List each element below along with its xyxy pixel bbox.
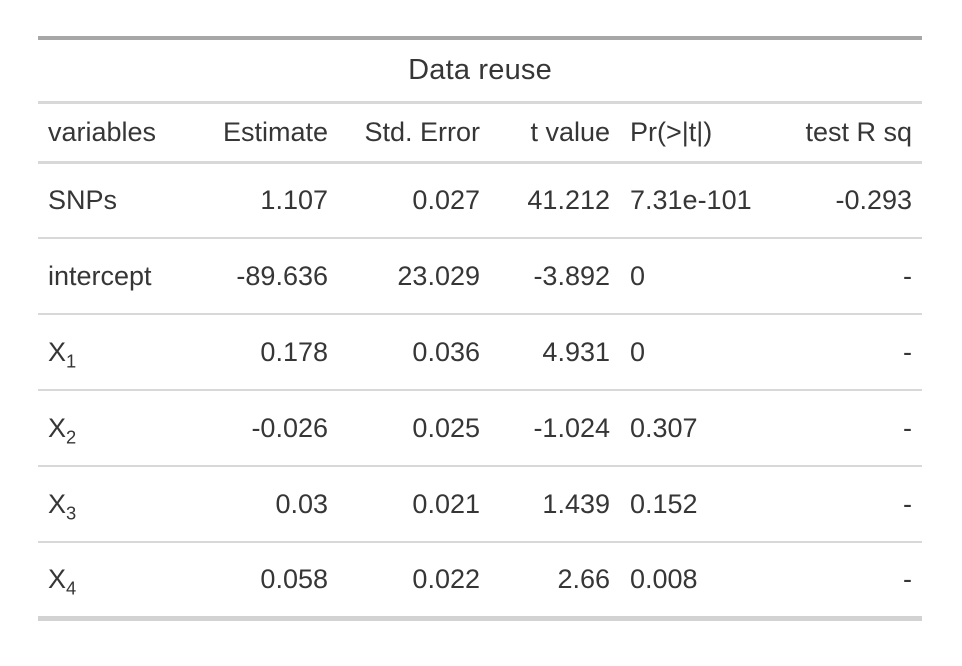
cell-test_r_sq: - — [782, 237, 923, 314]
variable-label: intercept — [48, 260, 152, 291]
cell-pr: 7.31e-101 — [630, 184, 752, 215]
regression-table-container: Data reuse variables Estimate Std. Error t … — [38, 36, 923, 621]
column-header-variables: variables — [38, 102, 198, 164]
cell-estimate: 0.178 — [198, 313, 338, 390]
table-body: SNPs 1.107 0.027 41.212 7.31e-101 -0.293 inter… — [38, 162, 923, 618]
cell-pr: 0 — [620, 237, 782, 314]
cell-test_r_sq: - — [782, 313, 923, 390]
cell-std_error: 0.036 — [338, 313, 490, 390]
column-header-estimate: Estimate — [198, 102, 338, 164]
variable-subscript: 1 — [66, 349, 77, 371]
cell-t_value: -3.892 — [490, 237, 620, 314]
column-header-std_error: Std. Error — [338, 102, 490, 164]
cell-variables: SNPs — [38, 162, 198, 238]
table-row: X1 0.178 0.036 4.931 0- — [38, 313, 923, 390]
column-header-t_value: t value — [490, 102, 620, 164]
variable-label: X — [48, 412, 67, 443]
cell-estimate: -89.636 — [198, 237, 338, 314]
cell-pr: 0 — [620, 313, 782, 390]
cell-t_value: 1.439 — [490, 465, 620, 542]
variable-label: X — [48, 563, 67, 594]
cell-variables: X3 — [38, 465, 198, 542]
variable-subscript: 2 — [66, 425, 77, 447]
cell-test_r_sq: - — [782, 389, 923, 466]
cell-estimate: 0.03 — [198, 465, 338, 542]
cell-variables: X1 — [38, 313, 198, 390]
cell-std_error: 23.029 — [338, 237, 490, 314]
cell-std_error: 0.022 — [338, 541, 490, 618]
cell-t_value: -1.024 — [490, 389, 620, 466]
table-row: SNPs 1.107 0.027 41.212 7.31e-101 -0.293 — [38, 162, 922, 238]
table-row: X2 -0.026 0.025 -1.024 0.307- — [38, 389, 923, 466]
cell-t_value: 2.66 — [490, 541, 620, 618]
variable-label: SNPs — [48, 184, 118, 215]
cell-estimate: 1.107 — [260, 184, 328, 215]
column-header-test_r_sq: test R sq — [782, 102, 923, 164]
cell-std_error: 0.025 — [338, 389, 490, 466]
cell-std_error: 0.021 — [338, 465, 490, 542]
cell-variables: X2 — [38, 389, 198, 466]
variable-subscript: 3 — [66, 501, 77, 523]
data-reuse-table: Data reuse variables Estimate Std. Error t … — [38, 36, 923, 621]
cell-estimate: -0.026 — [198, 389, 338, 466]
variable-label: X — [48, 336, 67, 367]
cell-std_error: 0.027 — [412, 184, 480, 215]
table-row: X3 0.03 0.021 1.439 0.152- — [38, 465, 923, 542]
cell-variables: intercept — [38, 237, 198, 314]
table-row: X4 0.058 0.022 2.66 0.008- — [38, 541, 923, 618]
cell-test_r_sq: - — [782, 541, 923, 618]
cell-test_r_sq: - — [782, 465, 923, 542]
cell-t_value: 4.931 — [490, 313, 620, 390]
cell-variables: X4 — [38, 541, 198, 618]
column-header-pr: Pr(>|t|) — [620, 102, 782, 164]
cell-pr: 0.307 — [620, 389, 782, 466]
cell-pr: 0.152 — [620, 465, 782, 542]
variable-subscript: 4 — [66, 577, 77, 599]
cell-pr: 0.008 — [620, 541, 782, 618]
cell-t_value: 41.212 — [527, 184, 610, 215]
cell-estimate: 0.058 — [198, 541, 338, 618]
table-title: Data reuse — [38, 38, 923, 104]
table-title-row: Data reuse — [38, 38, 923, 104]
table-row: intercept -89.636 23.029 -3.892 0- — [38, 237, 923, 314]
variable-label: X — [48, 488, 67, 519]
column-header-row: variables Estimate Std. Error t value Pr(>|t… — [38, 102, 923, 164]
cell-test_r_sq: -0.293 — [835, 184, 913, 215]
